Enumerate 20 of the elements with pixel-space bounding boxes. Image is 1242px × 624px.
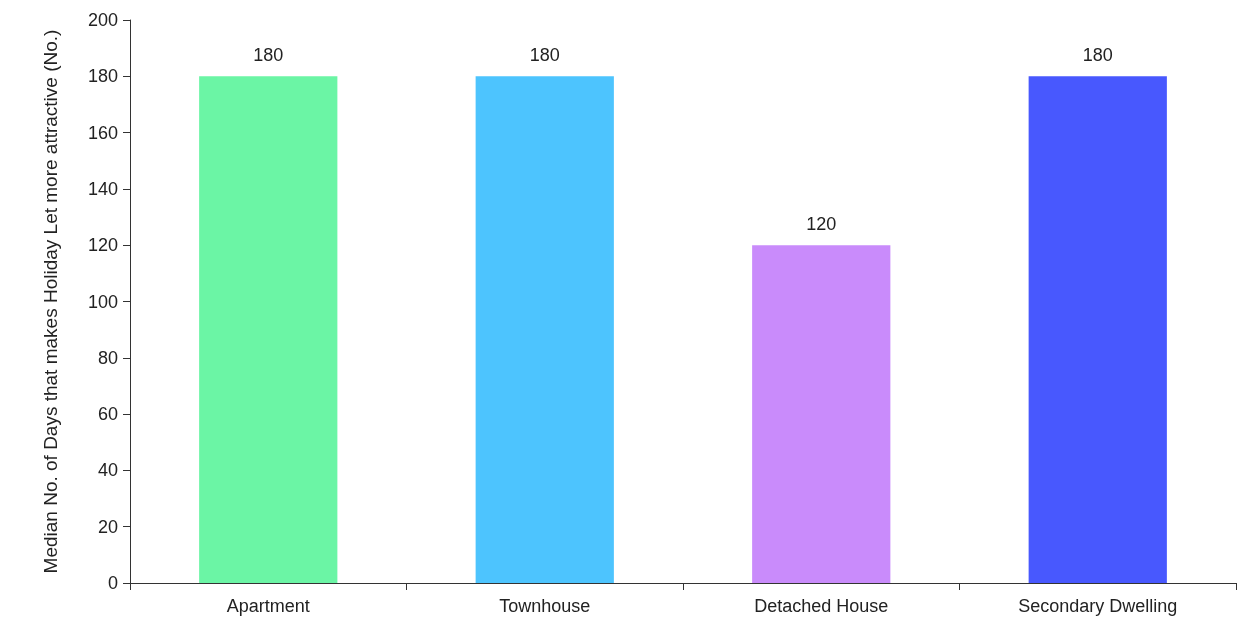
data-label: 120 (806, 214, 837, 235)
y-tick-label: 180 (87, 66, 118, 87)
y-tick-label: 60 (97, 404, 118, 425)
x-tick-label: Secondary Dwelling (1018, 596, 1178, 616)
y-tick-label: 140 (87, 178, 118, 199)
x-tick-label: Detached House (754, 596, 889, 616)
data-label: 180 (1082, 45, 1113, 66)
y-tick-label: 160 (87, 122, 118, 143)
x-tick-label: Apartment (226, 596, 310, 616)
y-tick-label: 200 (87, 10, 118, 30)
y-axis-title: Median No. of Days that makes Holiday Let more attractive (No.) (40, 29, 61, 574)
y-tick-label: 0 (107, 573, 118, 593)
data-label: 180 (529, 45, 560, 66)
y-tick-label: 20 (97, 516, 118, 537)
y-tick-label: 40 (97, 460, 118, 481)
y-tick-label: 100 (87, 291, 118, 312)
y-tick-label: 120 (87, 235, 118, 256)
data-label: 180 (253, 45, 284, 66)
y-tick-label: 80 (97, 347, 118, 368)
x-tick-label: Townhouse (499, 596, 591, 616)
